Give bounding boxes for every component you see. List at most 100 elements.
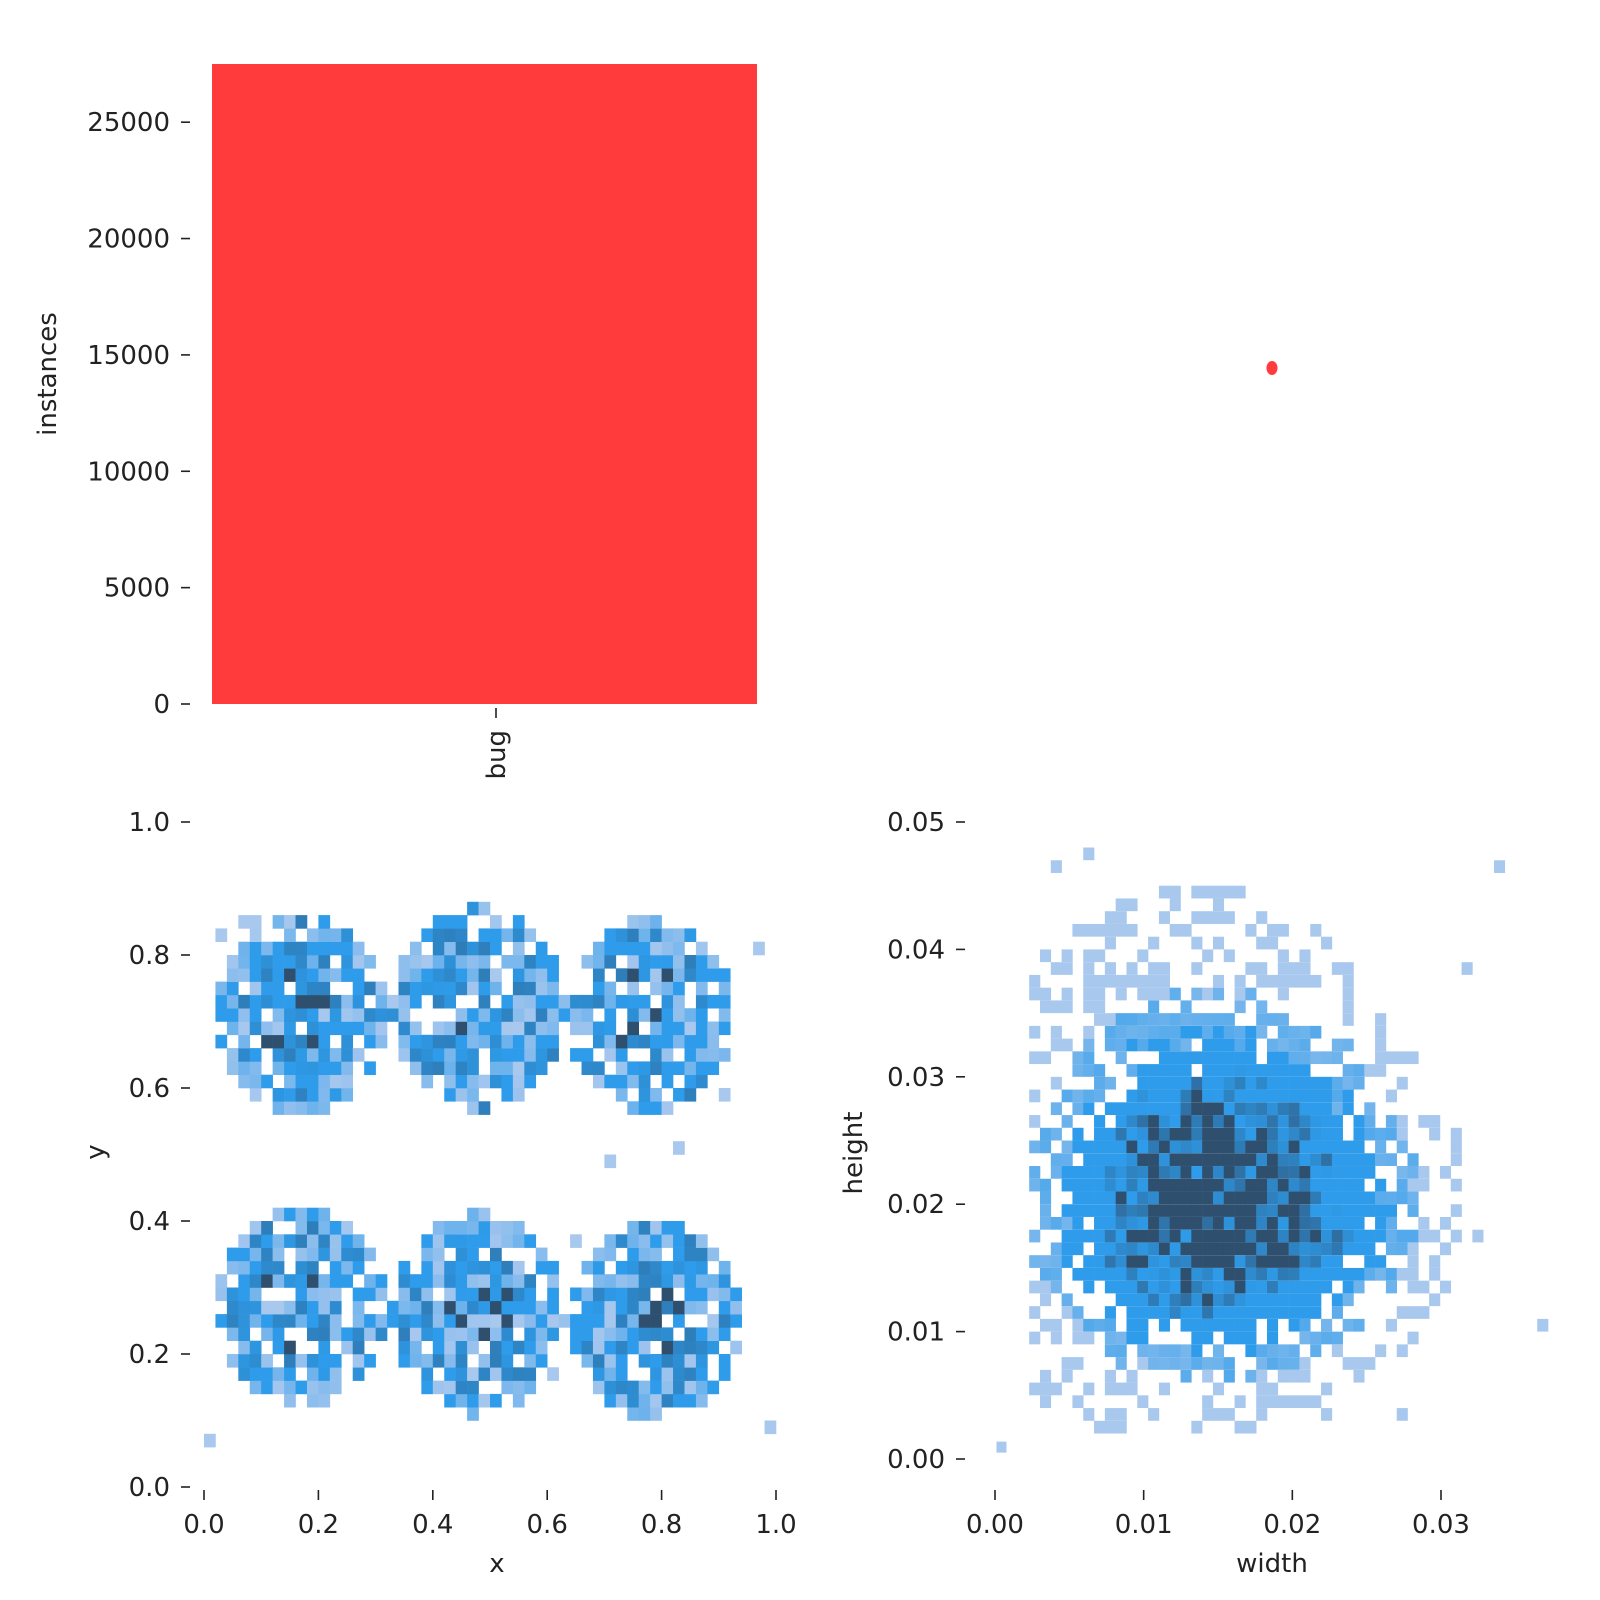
xy-heatmap-cell (215, 981, 228, 996)
xy-heatmap-cell (604, 1274, 617, 1288)
xy-heatmap-cell (432, 1021, 445, 1036)
xy-heatmap-cell (261, 1354, 273, 1368)
wh-heatmap-cell (1104, 1331, 1116, 1345)
xy-heatmap-cell (684, 1380, 697, 1395)
wh-heatmap-cell (1342, 1013, 1354, 1026)
wh-heatmap-cell (1191, 1331, 1203, 1345)
xy-heatmap-cell (501, 1340, 514, 1355)
xy-heatmap-cell (261, 994, 273, 1009)
wh-heatmap-cell (1277, 1369, 1289, 1383)
xy-heatmap-cell (730, 1287, 742, 1302)
xy-heatmap-cell (581, 1061, 594, 1075)
wh-heatmap-cell (1299, 1140, 1311, 1154)
wh-heatmap-cell (1169, 1216, 1181, 1230)
xy-heatmap-cell (352, 1367, 365, 1381)
wh-heatmap-cell (1191, 885, 1203, 899)
wh-heatmap-cell (1040, 1204, 1052, 1217)
wh-heatmap-cell (1407, 1153, 1419, 1166)
xy-heatmap-cell (490, 1034, 502, 1049)
wh-heatmap-cell (1396, 1191, 1408, 1205)
wh-heatmap-cell (1256, 1242, 1268, 1256)
xy-heatmap-cell (467, 1367, 479, 1381)
wh-heatmap-cell (1266, 1076, 1279, 1090)
wh-heatmap-cell (1126, 1102, 1138, 1116)
wh-heatmap-cell (1288, 1076, 1300, 1090)
wh-heatmap-cell (1115, 1242, 1127, 1256)
wh-heatmap-cell (1158, 987, 1171, 1001)
xy-heatmap-cell (604, 1034, 617, 1049)
wh-heatmap-cell (1288, 1357, 1300, 1370)
xy-heatmap-cell (352, 1008, 365, 1022)
wh-heatmap-cell (1234, 1293, 1246, 1307)
xy-heatmap-cell (444, 1048, 456, 1062)
wh-heatmap-cell (1277, 1255, 1289, 1268)
wh-heatmap-cell (1212, 1115, 1225, 1128)
wh-heatmap-cell (1288, 1102, 1300, 1116)
wh-heatmap-cell (1342, 1242, 1354, 1256)
xy-heatmap-cell (284, 968, 296, 982)
xy-heatmap-cell (409, 1048, 422, 1062)
wh-heatmap-cell (1104, 923, 1116, 937)
xy-heatmap-cell (512, 981, 525, 996)
xy-heatmap-cell (341, 1327, 354, 1341)
wh-heatmap-cell (1180, 1166, 1192, 1179)
xy-heatmap-cell (707, 968, 720, 982)
wh-heatmap-cell (1137, 1267, 1149, 1281)
wh-heatmap-cell (1288, 1064, 1300, 1077)
xy-heatmap-cell (524, 994, 537, 1009)
wh-heatmap-cell (1256, 1089, 1268, 1103)
xy-heatmap-cell (272, 1008, 285, 1022)
xy-heatmap-cell (695, 1367, 708, 1381)
wh-heatmap-cell (1223, 1089, 1235, 1103)
wh-heatmap-cell (1212, 1127, 1225, 1141)
xy-heatmap-cell (455, 955, 468, 969)
wh-heatmap-cell (1331, 1166, 1343, 1179)
wh-heatmap-cell (1212, 1089, 1225, 1103)
wh-heatmap-cell (1407, 1255, 1419, 1268)
wh-heatmap-cell (1331, 1306, 1343, 1319)
wh-heatmap-cell (1245, 1420, 1257, 1434)
xy-heatmap-cell (684, 1287, 697, 1302)
wh-heatmap-cell (1256, 1216, 1268, 1230)
wh-heatmap-cell (1223, 1038, 1235, 1052)
wh-heatmap-cell (1212, 1255, 1225, 1268)
wh-heatmap-cell (1299, 1255, 1311, 1268)
xy-heatmap-cell (615, 1034, 628, 1049)
wh-heatmap-cell (1310, 1267, 1322, 1281)
wh-heatmap-cell (1115, 1280, 1127, 1294)
wh-heatmap-cell (1407, 1191, 1419, 1205)
xy-heatmap-cell (638, 941, 651, 956)
wh-heatmap-cell (1180, 1357, 1192, 1370)
xy-heatmap-cell (615, 1354, 628, 1368)
wh-heatmap-cell (1094, 1267, 1106, 1281)
wh-y-ticks: 0.000.010.020.030.040.05 (887, 808, 965, 1475)
xy-heatmap-cell (249, 1260, 262, 1275)
wh-heatmap-cell (1061, 962, 1073, 975)
wh-heatmap-cell (1180, 1318, 1192, 1332)
wh-heatmap-cell (1137, 1306, 1149, 1319)
xy-heatmap-cell (421, 1260, 434, 1275)
xy-heatmap-cell (478, 994, 491, 1009)
xy-heatmap-cell (627, 1407, 640, 1421)
wh-heatmap-cell (1029, 1280, 1041, 1294)
wh-heatmap-cell (1180, 1178, 1192, 1192)
xy-heatmap-cell (592, 994, 605, 1009)
wh-heatmap-cell (1126, 1216, 1138, 1230)
wh-heatmap-cell (1202, 1178, 1214, 1192)
wh-heatmap-cell (1331, 1267, 1343, 1281)
wh-heatmap-cell (1212, 1191, 1225, 1205)
wh-heatmap-cell (1212, 974, 1225, 988)
xy-heatmap-cell (318, 1327, 331, 1341)
wh-heatmap-cell (1202, 1102, 1214, 1116)
wh-heatmap-cell (1234, 1038, 1246, 1052)
wh-heatmap-cell (1223, 1369, 1235, 1383)
xy-heatmap-cell (409, 1300, 422, 1315)
xy-heatmap-cell (204, 1433, 216, 1448)
wh-heatmap-cell (1094, 1000, 1106, 1014)
xy-heatmap-cell (661, 1327, 674, 1341)
wh-heatmap-cell (1256, 1166, 1268, 1179)
xy-heatmap-cell (592, 955, 605, 969)
xy-heatmap-cell (650, 1221, 662, 1235)
xy-heatmap-cell (695, 1380, 708, 1395)
wh-heatmap-cell (1212, 1013, 1225, 1026)
